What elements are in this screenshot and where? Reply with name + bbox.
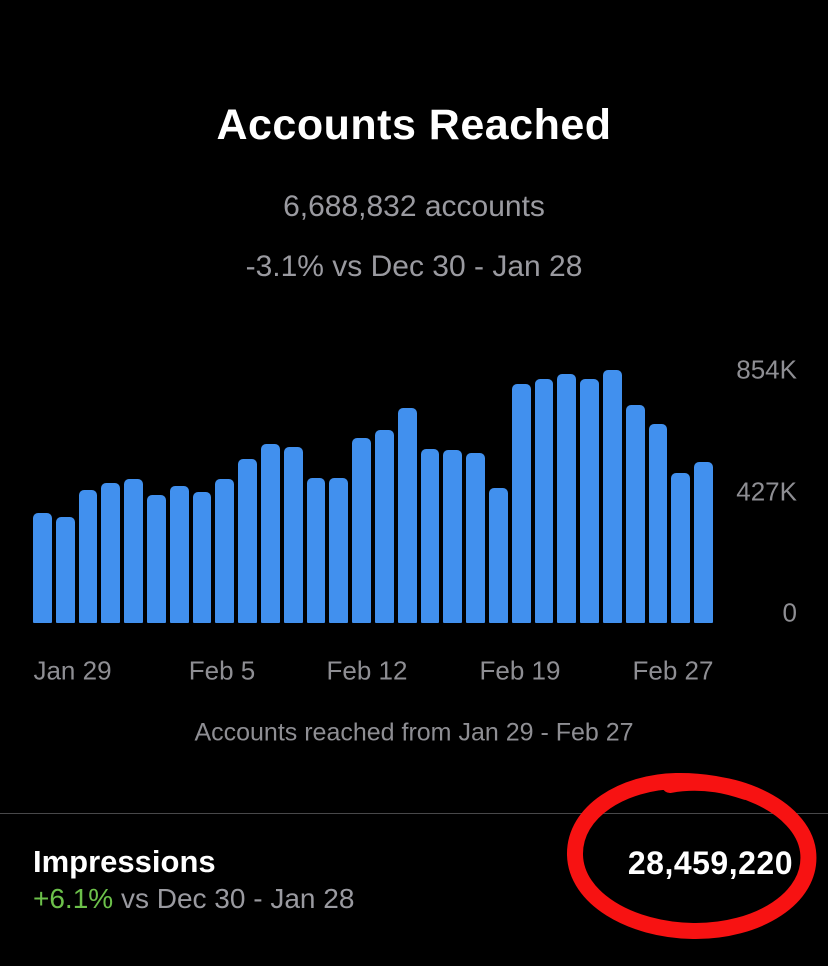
bar-feb-21[interactable] [557, 373, 577, 623]
bar-feb-26[interactable] [671, 473, 691, 623]
bar-feb-18[interactable] [488, 488, 508, 623]
y-tick-label: 0 [782, 597, 797, 628]
page-title: Accounts Reached [216, 101, 612, 149]
impressions-label: Impressions [33, 844, 216, 879]
bar-jan-29[interactable] [33, 512, 52, 623]
impressions-delta: +6.1% vs Dec 30 - Jan 28 [33, 883, 354, 915]
y-tick-label: 427K [736, 476, 797, 507]
bar-feb-8[interactable] [260, 443, 280, 623]
accounts-delta: -3.1% vs Dec 30 - Jan 28 [245, 250, 583, 283]
accounts-total: 6,688,832 accounts [283, 190, 545, 223]
bar-feb-6[interactable] [215, 479, 235, 623]
bar-feb-13[interactable] [374, 429, 394, 623]
bar-feb-14[interactable] [397, 407, 417, 623]
bar-feb-25[interactable] [648, 423, 668, 623]
x-tick-label: Feb 27 [632, 655, 714, 686]
impressions-delta-percent: +6.1% [33, 883, 114, 914]
bar-feb-9[interactable] [283, 447, 303, 623]
x-tick-label: Feb 5 [188, 655, 256, 686]
bar-feb-16[interactable] [443, 450, 463, 623]
chart-caption: Accounts reached from Jan 29 - Feb 27 [194, 718, 634, 747]
divider [0, 813, 828, 814]
bar-feb-1[interactable] [101, 483, 121, 623]
bar-feb-12[interactable] [352, 438, 371, 623]
bar-feb-20[interactable] [534, 378, 554, 623]
bar-feb-24[interactable] [625, 404, 645, 623]
x-tick-label: Feb 12 [326, 655, 408, 686]
impressions-delta-period: vs Dec 30 - Jan 28 [113, 883, 355, 914]
bar-feb-15[interactable] [420, 449, 440, 623]
bar-jan-30[interactable] [55, 516, 75, 623]
x-tick-label: Feb 19 [479, 655, 561, 686]
bar-series [33, 370, 713, 623]
bar-feb-10[interactable] [306, 478, 326, 623]
x-tick-label: Jan 29 [33, 655, 112, 686]
impressions-value: 28,459,220 [627, 845, 793, 881]
bar-feb-3[interactable] [146, 495, 166, 623]
bar-feb-11[interactable] [329, 478, 349, 623]
bar-feb-23[interactable] [602, 370, 622, 623]
bar-feb-17[interactable] [466, 453, 485, 623]
y-tick-label: 854K [736, 354, 797, 385]
bar-feb-4[interactable] [169, 486, 189, 623]
bar-feb-5[interactable] [192, 492, 212, 623]
bar-feb-7[interactable] [238, 459, 257, 623]
bar-feb-2[interactable] [124, 479, 143, 623]
bar-feb-27[interactable] [694, 462, 713, 623]
bar-jan-31[interactable] [78, 490, 98, 623]
red-marker-circle-annotation [566, 772, 817, 940]
bar-feb-19[interactable] [511, 383, 531, 623]
bar-feb-22[interactable] [580, 378, 599, 623]
